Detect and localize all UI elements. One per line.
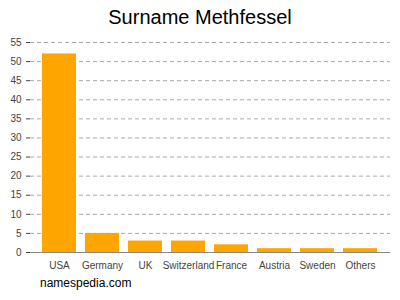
svg-text:0: 0 [16, 247, 22, 258]
svg-text:USA: USA [49, 260, 70, 271]
svg-text:40: 40 [10, 94, 22, 105]
svg-text:UK: UK [139, 260, 153, 271]
svg-text:5: 5 [16, 228, 22, 239]
svg-text:35: 35 [10, 113, 22, 124]
svg-text:Sweden: Sweden [299, 260, 335, 271]
svg-text:15: 15 [10, 189, 22, 200]
svg-text:Others: Others [345, 260, 375, 271]
svg-text:50: 50 [10, 56, 22, 67]
svg-text:Austria: Austria [259, 260, 291, 271]
svg-text:55: 55 [10, 37, 22, 48]
svg-text:Switzerland: Switzerland [163, 260, 215, 271]
svg-text:10: 10 [10, 209, 22, 220]
svg-text:20: 20 [10, 170, 22, 181]
svg-text:25: 25 [10, 151, 22, 162]
html-text:Surname Methfessel: Surname Methfessel [108, 6, 292, 28]
svg-text:Germany: Germany [82, 260, 123, 271]
svg-text:France: France [216, 260, 248, 271]
svg-text:30: 30 [10, 132, 22, 143]
svg-text:45: 45 [10, 75, 22, 86]
html-text:namespedia.com: namespedia.com [40, 276, 132, 290]
